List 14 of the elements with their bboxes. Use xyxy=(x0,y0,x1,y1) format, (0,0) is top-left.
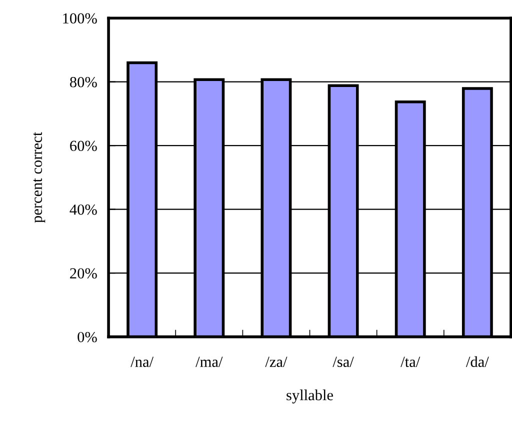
y-tick-label: 100% xyxy=(63,13,97,24)
y-tick-label: 40% xyxy=(70,204,97,215)
y-tick-label: 20% xyxy=(70,268,97,279)
x-tick-label: /na/ xyxy=(130,356,154,367)
x-tick-label: /sa/ xyxy=(332,356,354,367)
y-tick-label: 60% xyxy=(70,140,97,152)
x-tick-label: /ta/ xyxy=(400,356,420,367)
y-tick-label: 0% xyxy=(78,332,97,342)
y-axis-title: percent correct xyxy=(33,132,46,223)
x-axis-title: syllable xyxy=(286,390,333,404)
x-tick-label: /da/ xyxy=(466,356,489,367)
y-tick-label: 80% xyxy=(70,76,97,88)
x-tick-label: /za/ xyxy=(265,356,288,367)
x-tick-label: /ma/ xyxy=(196,356,223,367)
